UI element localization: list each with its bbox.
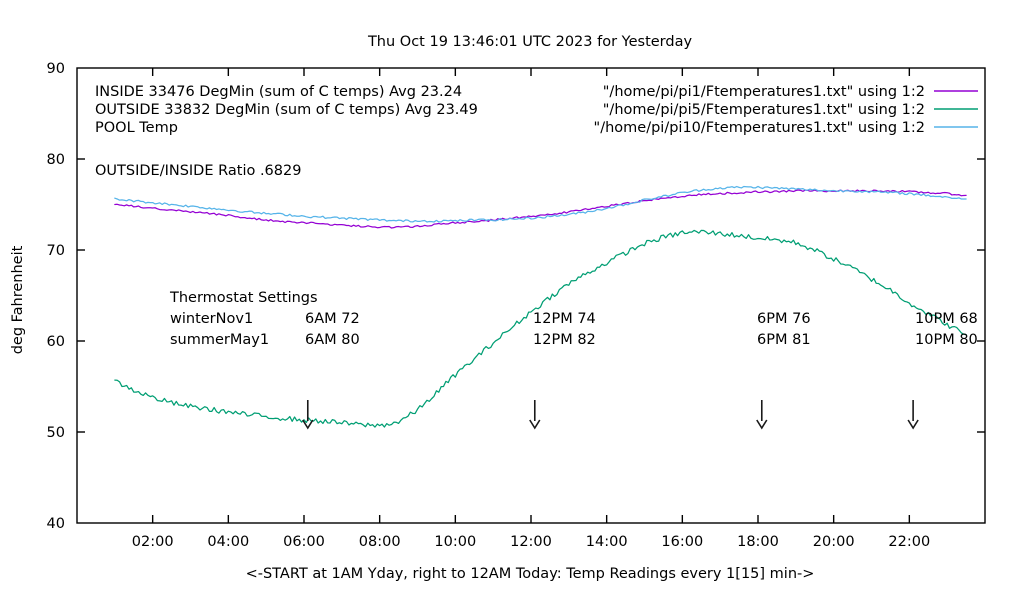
x-tick-label: 04:00 <box>207 534 249 550</box>
x-tick-label: 06:00 <box>283 534 325 550</box>
thermostat-cell: 12PM 82 <box>533 332 596 348</box>
legend-label: INSIDE 33476 DegMin (sum of C temps) Avg… <box>95 84 462 100</box>
thermostat-cell: 6PM 76 <box>757 311 811 327</box>
thermostat-cell: 6AM 72 <box>305 311 360 327</box>
y-tick-label: 40 <box>47 516 65 532</box>
y-tick-label: 70 <box>47 243 65 259</box>
arrow-markers <box>302 400 919 430</box>
arrow-marker <box>529 400 541 430</box>
thermostat-cell: 12PM 74 <box>533 311 596 327</box>
arrow-marker <box>907 400 919 430</box>
y-tick-label: 50 <box>47 425 65 441</box>
x-tick-label: 22:00 <box>888 534 930 550</box>
series-line <box>114 229 967 428</box>
arrow-marker <box>756 400 768 430</box>
legend-source: "/home/pi/pi5/Ftemperatures1.txt" using … <box>603 102 925 118</box>
arrow-marker <box>302 400 314 430</box>
y-tick-label: 90 <box>47 61 65 77</box>
x-axis-ticks: 02:00 04:00 06:00 08:00 10:00 12:00 14:00 16:00… <box>132 68 930 550</box>
thermostat-cell: 10PM 68 <box>915 311 978 327</box>
x-tick-label: 02:00 <box>132 534 174 550</box>
thermostat-settings-table: winterNov1 6AM 72 12PM 74 6PM 76 10PM 68 summ… <box>170 311 978 348</box>
y-tick-label: 80 <box>47 152 65 168</box>
chart-title: Thu Oct 19 13:46:01 UTC 2023 for Yesterd… <box>367 34 693 50</box>
x-tick-label: 20:00 <box>813 534 855 550</box>
thermostat-cell: 6PM 81 <box>757 332 811 348</box>
x-tick-label: 14:00 <box>586 534 628 550</box>
thermostat-cell: winterNov1 <box>170 311 253 327</box>
x-tick-label: 12:00 <box>510 534 552 550</box>
legend-source: "/home/pi/pi10/Ftemperatures1.txt" using… <box>594 120 925 136</box>
series-line <box>114 189 967 229</box>
series-line <box>114 185 967 223</box>
legend-label: OUTSIDE 33832 DegMin (sum of C temps) Av… <box>95 102 478 118</box>
thermostat-cell: 6AM 80 <box>305 332 360 348</box>
legend: INSIDE 33476 DegMin (sum of C temps) Avg… <box>95 84 978 136</box>
x-tick-label: 08:00 <box>359 534 401 550</box>
series-lines <box>114 185 967 428</box>
x-tick-label: 18:00 <box>737 534 779 550</box>
ratio-annotation: OUTSIDE/INSIDE Ratio .6829 <box>95 163 301 179</box>
y-axis-title: deg Fahrenheit <box>10 245 26 354</box>
x-tick-label: 10:00 <box>434 534 476 550</box>
thermostat-cell: 10PM 80 <box>915 332 978 348</box>
legend-source: "/home/pi/pi1/Ftemperatures1.txt" using … <box>603 84 925 100</box>
thermostat-cell: summerMay1 <box>170 332 269 348</box>
y-tick-label: 60 <box>47 334 65 350</box>
legend-label: POOL Temp <box>95 120 178 136</box>
thermostat-heading: Thermostat Settings <box>169 290 318 306</box>
x-axis-title: <-START at 1AM Yday, right to 12AM Today… <box>246 566 815 582</box>
y-axis-ticks: 40 50 60 70 80 90 <box>47 61 985 532</box>
x-tick-label: 16:00 <box>661 534 703 550</box>
